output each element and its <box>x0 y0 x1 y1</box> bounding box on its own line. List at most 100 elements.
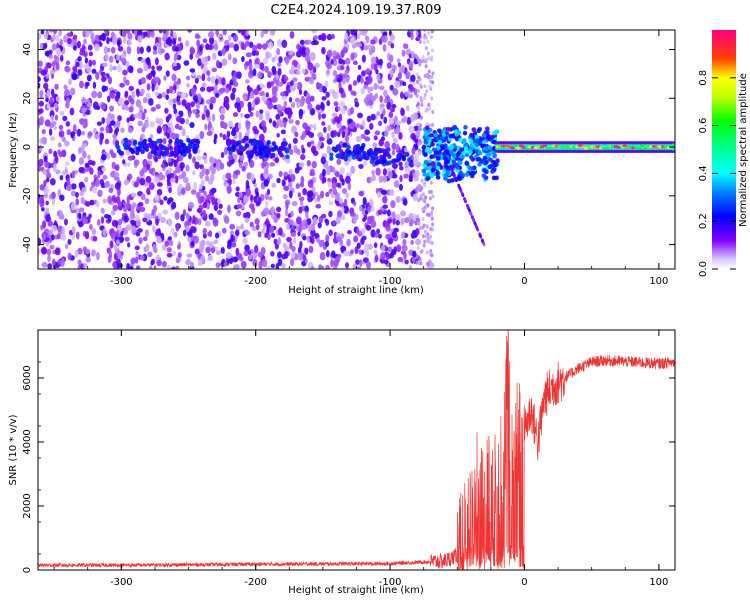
spectrogram-cell <box>457 160 463 166</box>
spectrogram-cell <box>113 36 118 43</box>
spectrogram-cell <box>75 61 80 68</box>
spectrogram-cell <box>77 247 83 255</box>
spectrogram-cell <box>363 160 368 166</box>
spectrogram-cell <box>194 34 201 39</box>
spectrogram-cell <box>325 240 330 247</box>
spectrogram-cell <box>124 100 130 106</box>
spectrogram-cell <box>77 56 82 62</box>
spectrogram-cell <box>259 109 264 114</box>
spectrogram-cell <box>284 56 290 64</box>
spectrogram-cell <box>172 66 179 72</box>
spectrogram-cell <box>110 46 116 54</box>
spectrogram-cell <box>400 107 405 116</box>
spectrogram-cell <box>86 102 93 108</box>
spectrogram-cell <box>107 255 112 263</box>
spectrogram-cell <box>220 151 225 159</box>
spectrogram-cell <box>173 108 178 115</box>
spectrogram-cell <box>370 113 376 121</box>
spectrogram-cell <box>156 259 162 267</box>
spectrogram-cell <box>418 39 422 44</box>
spectrogram-cell <box>237 252 242 259</box>
spectrogram-cell <box>270 153 275 158</box>
spectrogram-cell <box>113 172 120 178</box>
spectrogram-cell <box>284 208 289 217</box>
spectrogram-cell <box>160 216 166 224</box>
spectrogram-cell <box>458 137 463 143</box>
spectrogram-cell <box>225 172 232 180</box>
spectrogram-cell <box>189 121 195 129</box>
spectrogram-cell <box>40 69 47 76</box>
spectrogram-cell <box>419 59 423 64</box>
spectrogram-cell <box>428 240 432 245</box>
spectrogram-cell <box>245 52 252 58</box>
spectrogram-cell <box>148 182 155 191</box>
spectrogram-cell <box>128 85 134 92</box>
spectrogram-cell <box>427 69 431 74</box>
spectrogram-cell <box>146 56 151 65</box>
spectrogram-cell <box>542 144 548 148</box>
colorbar-gradient <box>712 30 736 269</box>
spectrogram-cell <box>172 84 177 91</box>
spectrogram-cell <box>393 180 400 188</box>
spectrogram-cell <box>193 95 198 102</box>
spectrogram-cell <box>118 97 125 106</box>
spectrogram-cell <box>152 69 156 78</box>
spectrogram-cell <box>422 95 426 100</box>
spectrogram-cell <box>136 265 140 269</box>
spectrogram-cell <box>395 126 401 135</box>
spectrogram-cell <box>344 57 351 65</box>
spectrogram-cell <box>329 156 334 161</box>
spectrogram-cell <box>164 107 169 114</box>
spectrogram-cell <box>242 237 248 244</box>
spectrogram-cell <box>424 108 428 113</box>
spectrogram-cell <box>202 233 207 239</box>
spectrogram-cell <box>168 139 173 144</box>
spectrogram-cell <box>299 240 303 249</box>
spectrogram-cell <box>389 69 394 76</box>
spectrogram-cell <box>391 231 398 239</box>
spectrogram-cell <box>135 250 139 256</box>
spectrogram-cell <box>237 30 242 34</box>
spectrogram-cell <box>176 116 182 123</box>
spectrogram-cell <box>209 96 216 104</box>
spectrogram-cell <box>42 232 47 241</box>
spectrogram-cell <box>50 115 55 121</box>
spectrogram-cell <box>376 111 381 117</box>
spectrogram-cell <box>372 142 378 148</box>
spectrogram-cell <box>365 224 372 231</box>
spectrogram-cell <box>310 140 315 145</box>
spectrogram-cell <box>338 58 344 65</box>
spectrogram-cell <box>388 54 394 63</box>
spectrogram-cell <box>58 30 63 37</box>
spectrogram-cell <box>369 86 374 92</box>
spectrogram-cell <box>281 39 288 48</box>
spectrogram-cell <box>139 206 146 213</box>
spectrogram-cell <box>227 204 231 213</box>
spectrogram-cell <box>423 183 427 188</box>
spectrogram-cell <box>59 194 65 202</box>
spectrogram-cell <box>371 174 377 182</box>
spectrogram-cell <box>342 142 348 148</box>
spectrogram-cell <box>156 127 162 134</box>
spectrogram-cell <box>195 138 200 144</box>
spectrogram-cell <box>91 59 96 66</box>
spectrogram-cell <box>360 133 366 139</box>
spectrogram-cell <box>326 133 330 140</box>
spectrogram-cell <box>378 175 383 184</box>
spectrogram-cell <box>380 252 386 261</box>
spectrogram-cell <box>223 261 228 267</box>
spectrogram-cell <box>113 244 118 250</box>
spectrogram-cell <box>321 102 325 111</box>
spectrogram-cell <box>349 36 356 46</box>
spectrogram-cell <box>59 54 64 62</box>
spectrogram-cell <box>280 141 286 147</box>
spectrogram-cell <box>258 91 265 97</box>
spectrogram-cell <box>139 254 145 261</box>
spectrogram-cell <box>464 172 470 177</box>
spectrogram-cell <box>306 190 312 198</box>
spectrogram-cell <box>147 72 153 81</box>
spectrogram-cell <box>94 133 99 140</box>
spectrogram-cell <box>235 186 240 192</box>
spectrogram-cell <box>300 154 306 161</box>
spectrogram-cell <box>39 42 44 50</box>
